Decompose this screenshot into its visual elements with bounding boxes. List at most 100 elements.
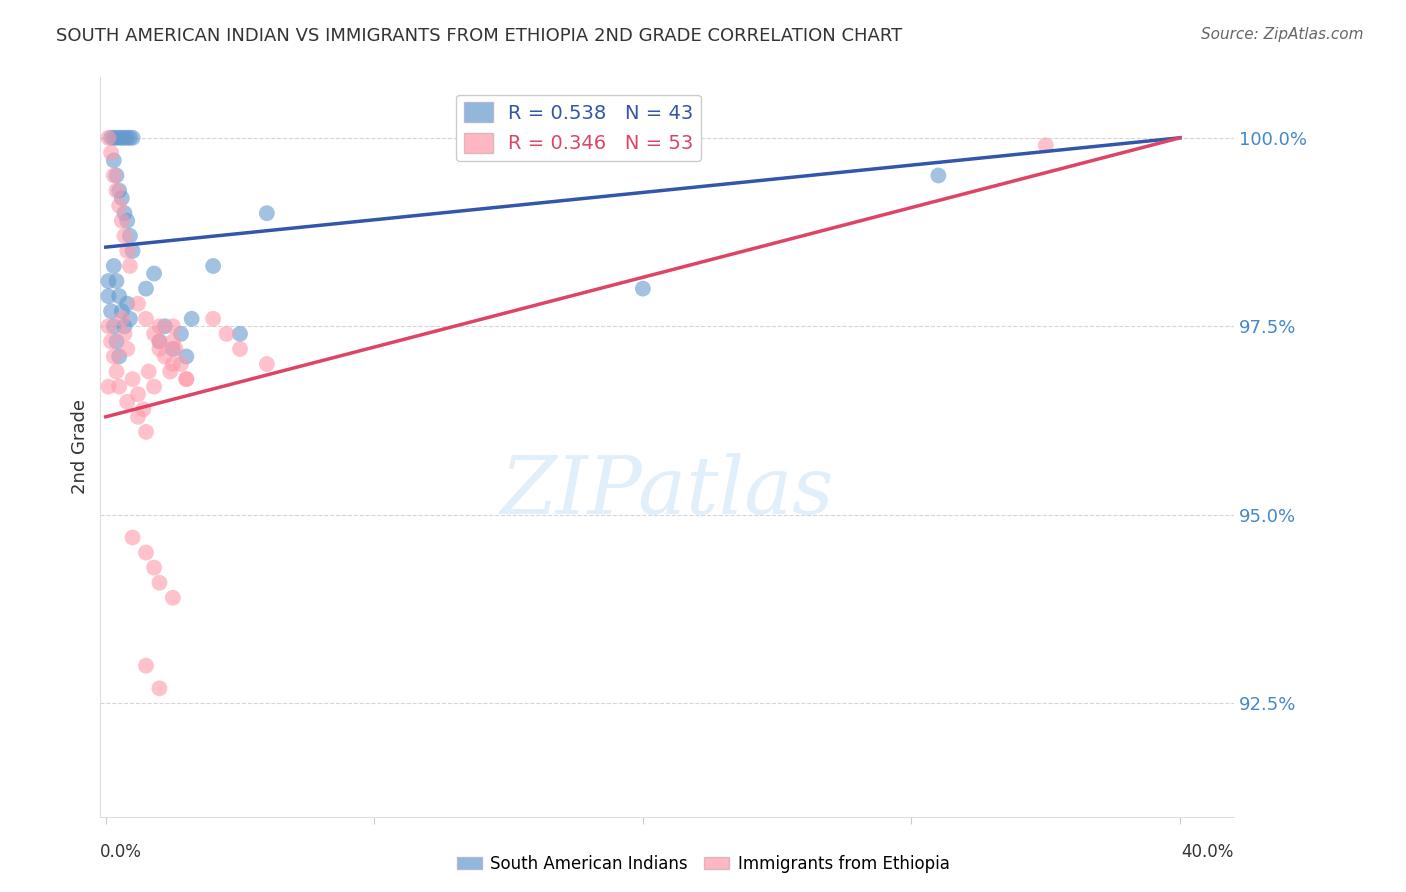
Point <box>105 169 128 183</box>
Point <box>118 311 141 326</box>
Point <box>108 184 131 198</box>
Point <box>108 379 131 393</box>
Point <box>108 289 131 303</box>
Point <box>256 206 278 220</box>
Point <box>135 658 157 673</box>
Point <box>121 244 143 258</box>
Point <box>170 357 193 371</box>
Point <box>229 326 252 341</box>
Point <box>148 334 170 349</box>
Point <box>135 545 157 559</box>
Point <box>97 379 120 393</box>
Point <box>111 311 134 326</box>
Point <box>162 342 184 356</box>
Point <box>148 334 170 349</box>
Point <box>162 319 184 334</box>
Point <box>176 350 198 364</box>
Point <box>115 130 138 145</box>
Point <box>103 130 125 145</box>
Point <box>165 342 187 356</box>
Point <box>100 334 122 349</box>
Point <box>118 130 141 145</box>
Point <box>108 130 131 145</box>
Point <box>97 289 120 303</box>
Point <box>256 357 278 371</box>
Point <box>127 387 149 401</box>
Text: Source: ZipAtlas.com: Source: ZipAtlas.com <box>1201 27 1364 42</box>
Point <box>97 130 120 145</box>
Point <box>143 267 166 281</box>
Point <box>138 365 160 379</box>
Y-axis label: 2nd Grade: 2nd Grade <box>72 400 89 494</box>
Point <box>215 326 238 341</box>
Point <box>153 350 176 364</box>
Point <box>103 319 125 334</box>
Point <box>631 282 654 296</box>
Point <box>103 350 125 364</box>
Point <box>148 319 170 334</box>
Point <box>100 130 122 145</box>
Point <box>121 130 143 145</box>
Point <box>108 199 131 213</box>
Point <box>105 184 128 198</box>
Point <box>103 259 125 273</box>
Point <box>111 304 134 318</box>
Point <box>115 213 138 227</box>
Point <box>180 311 202 326</box>
Point <box>162 357 184 371</box>
Point <box>176 372 198 386</box>
Text: ZIPatlas: ZIPatlas <box>501 452 834 530</box>
Text: 0.0%: 0.0% <box>100 843 142 861</box>
Legend: R = 0.538   N = 43, R = 0.346   N = 53: R = 0.538 N = 43, R = 0.346 N = 53 <box>456 95 702 161</box>
Text: SOUTH AMERICAN INDIAN VS IMMIGRANTS FROM ETHIOPIA 2ND GRADE CORRELATION CHART: SOUTH AMERICAN INDIAN VS IMMIGRANTS FROM… <box>56 27 903 45</box>
Point <box>114 206 136 220</box>
Point <box>97 319 120 334</box>
Point <box>176 372 198 386</box>
Point <box>159 365 181 379</box>
Point <box>115 244 138 258</box>
Point <box>114 130 136 145</box>
Point <box>103 169 125 183</box>
Point <box>143 560 166 574</box>
Point <box>148 342 170 356</box>
Point <box>115 296 138 310</box>
Point <box>121 372 143 386</box>
Point <box>127 409 149 424</box>
Point <box>162 334 184 349</box>
Point <box>105 274 128 288</box>
Point <box>105 365 128 379</box>
Point <box>162 591 184 605</box>
Point <box>100 145 122 160</box>
Point <box>127 296 149 310</box>
Point <box>135 311 157 326</box>
Point <box>105 130 128 145</box>
Point <box>97 274 120 288</box>
Point <box>148 681 170 696</box>
Point <box>143 326 166 341</box>
Point <box>135 425 157 439</box>
Point <box>111 191 134 205</box>
Point <box>1035 138 1057 153</box>
Point <box>114 228 136 243</box>
Point <box>118 259 141 273</box>
Point <box>114 319 136 334</box>
Point <box>115 394 138 409</box>
Point <box>118 228 141 243</box>
Point <box>111 130 134 145</box>
Point <box>153 319 176 334</box>
Point <box>202 311 225 326</box>
Point <box>202 259 225 273</box>
Point <box>132 402 155 417</box>
Point <box>103 153 125 168</box>
Point <box>927 169 949 183</box>
Point <box>121 531 143 545</box>
Point <box>229 342 252 356</box>
Point <box>148 575 170 590</box>
Point <box>114 326 136 341</box>
Point <box>100 304 122 318</box>
Text: 40.0%: 40.0% <box>1181 843 1234 861</box>
Point <box>105 334 128 349</box>
Point <box>108 350 131 364</box>
Point <box>111 213 134 227</box>
Point <box>135 282 157 296</box>
